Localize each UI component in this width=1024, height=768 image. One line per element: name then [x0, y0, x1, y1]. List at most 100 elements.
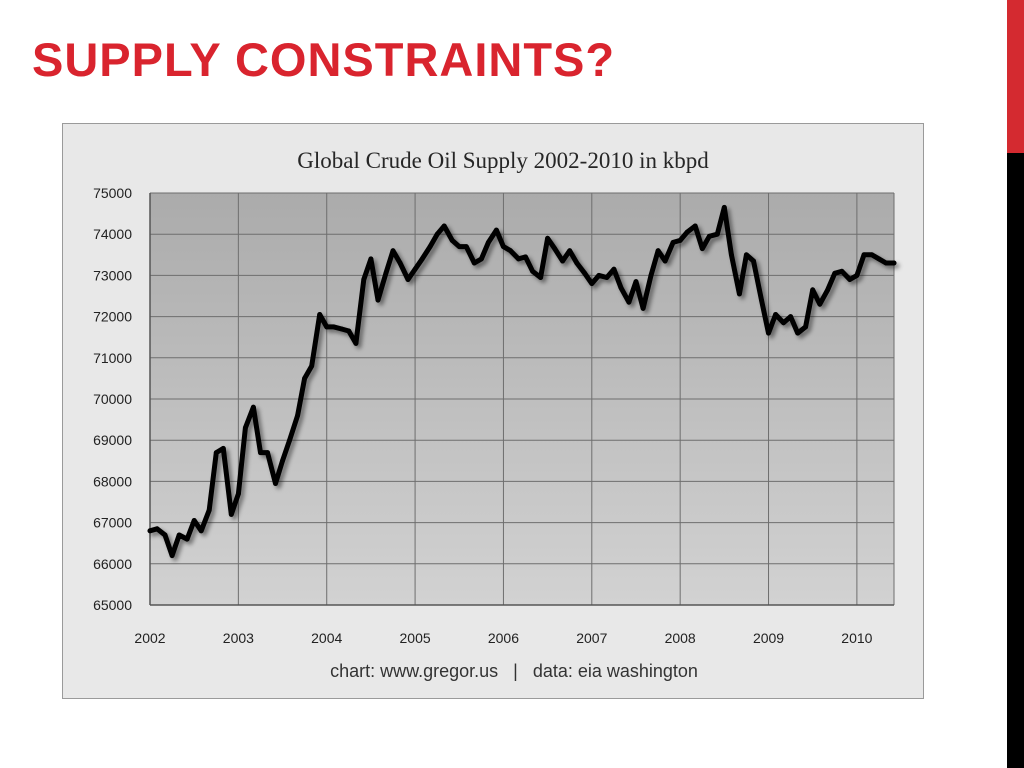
- data-point: [567, 248, 573, 254]
- data-point: [721, 205, 727, 210]
- data-point: [191, 518, 197, 523]
- data-point: [501, 244, 506, 249]
- data-point: [162, 532, 168, 538]
- chart-title: Global Crude Oil Supply 2002-2010 in kbp…: [297, 148, 709, 173]
- data-point: [648, 273, 654, 278]
- data-point: [626, 299, 632, 305]
- data-point: [883, 260, 889, 266]
- data-point: [287, 437, 292, 443]
- data-point: [419, 256, 425, 262]
- data-point: [810, 287, 816, 293]
- data-point: [309, 363, 315, 369]
- data-point: [633, 279, 639, 284]
- y-tick-label: 73000: [93, 267, 132, 283]
- y-axis-ticks: 65000 66000 67000 68000 69000 70000 71000 72000…: [93, 185, 132, 613]
- data-point: [729, 252, 734, 258]
- data-point: [714, 231, 720, 237]
- data-point: [795, 330, 801, 336]
- x-axis-ticks: 2002 2003 2004 2005 2006 2007 2008 2009 2010: [134, 630, 872, 646]
- data-point: [508, 248, 513, 254]
- x-tick-label: 2007: [576, 630, 607, 646]
- data-point: [552, 246, 558, 251]
- data-point: [280, 458, 285, 464]
- data-point: [670, 240, 676, 245]
- data-point: [773, 312, 778, 317]
- data-point: [456, 244, 462, 249]
- data-point: [832, 270, 838, 276]
- chart-figure: Global Crude Oil Supply 2002-2010 in kbp…: [62, 123, 924, 699]
- y-tick-label: 69000: [93, 432, 132, 448]
- data-point: [582, 270, 588, 276]
- data-point: [737, 291, 742, 297]
- data-point: [706, 233, 712, 239]
- x-tick-label: 2008: [665, 630, 696, 646]
- data-point: [479, 256, 484, 262]
- data-point: [390, 248, 396, 254]
- chart-svg: Global Crude Oil Supply 2002-2010 in kbp…: [62, 123, 924, 699]
- data-point: [817, 301, 823, 307]
- data-point: [494, 227, 499, 233]
- data-point: [825, 287, 831, 293]
- data-point: [361, 277, 367, 282]
- data-point: [258, 450, 263, 455]
- data-point: [596, 273, 602, 278]
- data-point: [766, 330, 771, 336]
- data-point: [523, 254, 528, 260]
- data-point: [236, 491, 241, 497]
- data-point: [803, 324, 808, 330]
- data-point: [397, 260, 403, 266]
- data-point: [788, 314, 793, 319]
- data-point: [346, 328, 352, 334]
- data-point: [317, 312, 323, 317]
- data-point: [662, 258, 668, 264]
- data-point: [589, 281, 595, 286]
- data-point: [220, 446, 226, 451]
- data-point: [243, 425, 248, 431]
- data-point: [206, 507, 212, 513]
- data-point: [147, 528, 153, 534]
- data-point: [847, 277, 853, 282]
- data-point: [861, 252, 867, 258]
- data-point: [198, 528, 204, 534]
- data-point: [516, 256, 521, 262]
- x-tick-label: 2009: [753, 630, 784, 646]
- data-point: [744, 252, 749, 258]
- series-line: [147, 204, 897, 559]
- data-point: [383, 270, 389, 276]
- data-point: [375, 297, 381, 303]
- data-point: [154, 526, 160, 532]
- series-group: [147, 204, 897, 559]
- data-point: [876, 256, 882, 262]
- data-point: [869, 252, 875, 258]
- data-point: [331, 324, 337, 330]
- data-point: [339, 326, 345, 332]
- data-point: [854, 273, 860, 278]
- y-tick-label: 75000: [93, 185, 132, 201]
- data-point: [839, 268, 845, 274]
- data-point: [530, 268, 535, 274]
- chart-footer: chart: www.gregor.us | data: eia washing…: [330, 661, 698, 681]
- data-point: [449, 238, 455, 243]
- data-point: [302, 376, 307, 381]
- data-point: [781, 320, 786, 326]
- slide-title: SUPPLY CONSTRAINTS?: [32, 33, 616, 86]
- data-point: [295, 413, 300, 418]
- data-point: [699, 246, 705, 251]
- data-point: [486, 240, 491, 245]
- y-tick-label: 66000: [93, 556, 132, 572]
- data-point: [574, 260, 580, 266]
- data-point: [176, 532, 182, 538]
- data-point: [604, 275, 610, 280]
- data-point: [265, 450, 270, 455]
- data-point: [213, 450, 219, 455]
- data-point: [405, 277, 411, 282]
- x-tick-label: 2002: [134, 630, 165, 646]
- data-point: [640, 306, 646, 311]
- data-point: [228, 512, 234, 517]
- data-point: [677, 238, 683, 243]
- data-point: [184, 536, 190, 542]
- data-point: [434, 231, 440, 237]
- edge-dark-bar: [1007, 153, 1024, 768]
- y-tick-label: 65000: [93, 597, 132, 613]
- data-point: [538, 275, 543, 280]
